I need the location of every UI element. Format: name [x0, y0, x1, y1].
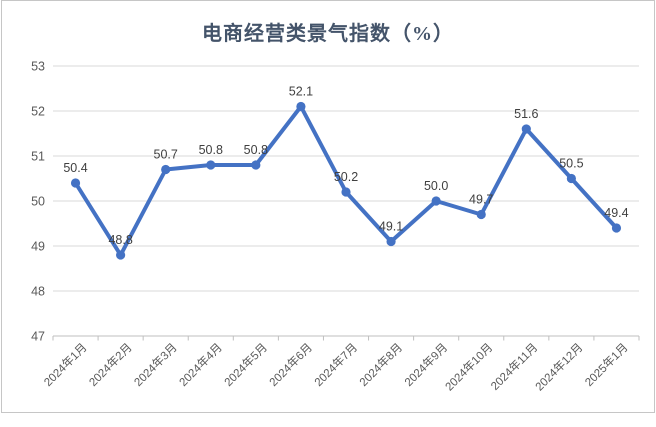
data-point-label: 50.7: [154, 148, 178, 162]
y-axis-tick-label: 48: [31, 285, 45, 299]
data-point-label: 48.8: [108, 233, 132, 247]
data-point-marker: [116, 250, 126, 260]
data-point-label: 50.5: [559, 157, 583, 171]
y-axis-tick-label: 49: [31, 240, 45, 254]
data-point-label: 51.6: [514, 107, 538, 121]
data-point-label: 50.8: [244, 143, 268, 157]
x-axis-tick-label: 2024年2月: [86, 340, 135, 389]
data-point-marker: [296, 101, 306, 112]
data-point-label: 50.8: [199, 143, 223, 157]
gridlines-group: [53, 65, 639, 292]
x-axis-tick-label: 2024年6月: [266, 340, 315, 389]
data-point-label: 50.2: [334, 170, 358, 184]
data-point-marker: [431, 196, 441, 206]
data-point-marker: [341, 187, 351, 197]
x-axis-tick-label: 2024年10月: [442, 340, 495, 393]
labels-group: 50.4 48.8 50.7 50.8 50.8 52.1 50.2 49.1 50.0 49.7…: [63, 85, 628, 248]
x-axis-tick-label: 2024年3月: [131, 340, 180, 389]
data-point-marker: [251, 160, 261, 170]
x-axis-tick-label: 2024年4月: [176, 340, 225, 389]
y-axis-tick-label: 52: [31, 105, 45, 119]
data-point-label: 49.7: [469, 193, 493, 207]
data-point-label: 50.4: [63, 161, 87, 175]
x-axis-tick-label: 2024年8月: [356, 340, 405, 389]
y-axis-tick-label: 51: [31, 150, 45, 164]
data-point-label: 49.4: [604, 206, 628, 220]
data-point-marker: [161, 164, 171, 175]
data-point-marker: [386, 236, 396, 247]
data-point-marker: [521, 124, 531, 134]
data-point-marker: [70, 178, 81, 188]
x-axis-tick-label: 2024年9月: [401, 340, 450, 389]
y-axis-tick-label: 50: [31, 195, 45, 209]
chart-title: 电商经营类景气指数（%）: [202, 23, 454, 45]
x-axis-tick-label: 2024年7月: [311, 340, 360, 389]
y-axis-tick-label: 47: [31, 330, 45, 344]
x-axis-tick-label: 2024年12月: [532, 340, 585, 393]
data-point-marker: [566, 173, 576, 184]
data-point-marker: [611, 223, 622, 233]
x-axis-tick-label: 2024年1月: [41, 340, 90, 389]
data-point-label: 49.1: [379, 220, 403, 234]
x-axis-tick-label: 2024年5月: [221, 340, 270, 389]
chart-frame: 电商经营类景气指数（%） 47 48 49 50 51 52 53 2024年1月 2024年2…: [1, 0, 655, 413]
data-series-group: [70, 101, 622, 260]
y-axis-tick-label: 53: [31, 60, 45, 74]
data-point-label: 50.0: [424, 179, 448, 193]
data-point-marker: [206, 160, 216, 170]
data-point-label: 52.1: [289, 85, 313, 99]
data-point-marker: [476, 209, 486, 220]
axis-group: 474849505152532024年1月2024年2月2024年3月2024年…: [31, 60, 640, 394]
x-axis-tick-label: 2025年1月: [582, 340, 631, 389]
